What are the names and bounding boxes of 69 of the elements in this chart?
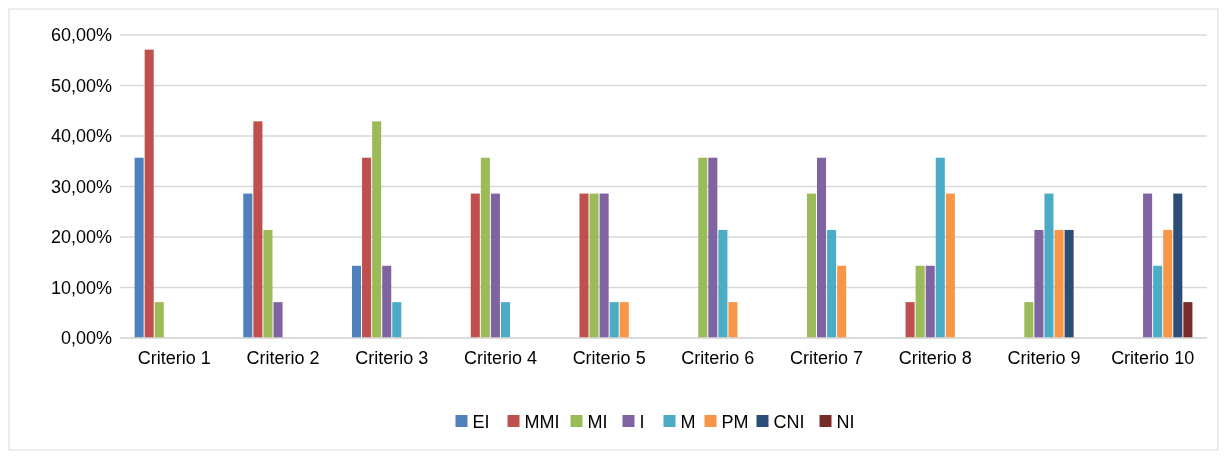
bar [480,157,490,338]
bar [708,157,718,338]
bar [154,302,164,338]
bar [579,193,589,338]
bar [1173,193,1183,338]
bar [243,193,253,338]
legend-label: PM [721,412,749,433]
bar [816,157,827,338]
bar [500,302,511,338]
bar [253,121,263,338]
bar [1034,229,1044,338]
legend-label: I [639,412,645,433]
legend-label: NI [836,412,855,433]
bar [925,265,935,338]
bar [1153,265,1163,338]
y-tick-label: 30,00% [50,176,112,197]
x-tick-label: Criterio 4 [463,348,537,368]
x-tick-label: Criterio 7 [790,348,864,368]
bar [1024,302,1034,338]
legend-label: EI [472,412,490,433]
bar [263,229,273,338]
bar [273,302,283,338]
bar [905,302,915,338]
bar [372,121,382,338]
bar [1183,302,1193,338]
x-tick-label: Criterio 10 [1111,348,1195,368]
x-tick-label: Criterio 2 [246,348,320,368]
bar [728,302,738,338]
y-tick-label: 20,00% [50,227,112,248]
bar [589,193,599,338]
bar [134,157,144,338]
bar [609,302,619,338]
bar [1143,193,1153,338]
bar [599,193,609,338]
y-tick-label: 10,00% [50,277,112,298]
bar [827,229,837,338]
y-tick-label: 60,00% [50,25,112,46]
bar [392,302,402,338]
bar [1044,193,1054,338]
x-tick-label: Criterio 6 [681,348,755,368]
x-tick-label: Criterio 8 [898,348,972,368]
bar [945,193,955,338]
legend-label: MI [587,412,608,433]
x-tick-label: Criterio 3 [355,348,429,368]
y-tick-label: 0,00% [60,328,112,349]
bar [698,157,708,338]
y-tick-label: 40,00% [50,126,112,147]
bar [382,265,392,338]
bar [1064,229,1074,338]
x-tick-label: Criterio 5 [572,348,646,368]
x-tick-label: Criterio 1 [137,348,211,368]
bar [144,49,154,338]
bar [837,265,847,338]
bar [490,193,500,338]
bar [619,302,629,338]
legend-label: CNI [773,412,805,433]
bar [915,265,925,338]
y-tick-label: 50,00% [50,75,112,96]
legend-label: M [680,412,696,433]
x-tick-label: Criterio 9 [1007,348,1081,368]
bar [935,157,945,338]
bar [351,265,362,338]
bar [1163,229,1173,338]
bar [362,157,372,338]
bar [806,193,816,338]
bar [1054,229,1064,338]
bar [718,229,728,338]
legend-label: MMI [524,412,560,433]
bar [470,193,480,338]
